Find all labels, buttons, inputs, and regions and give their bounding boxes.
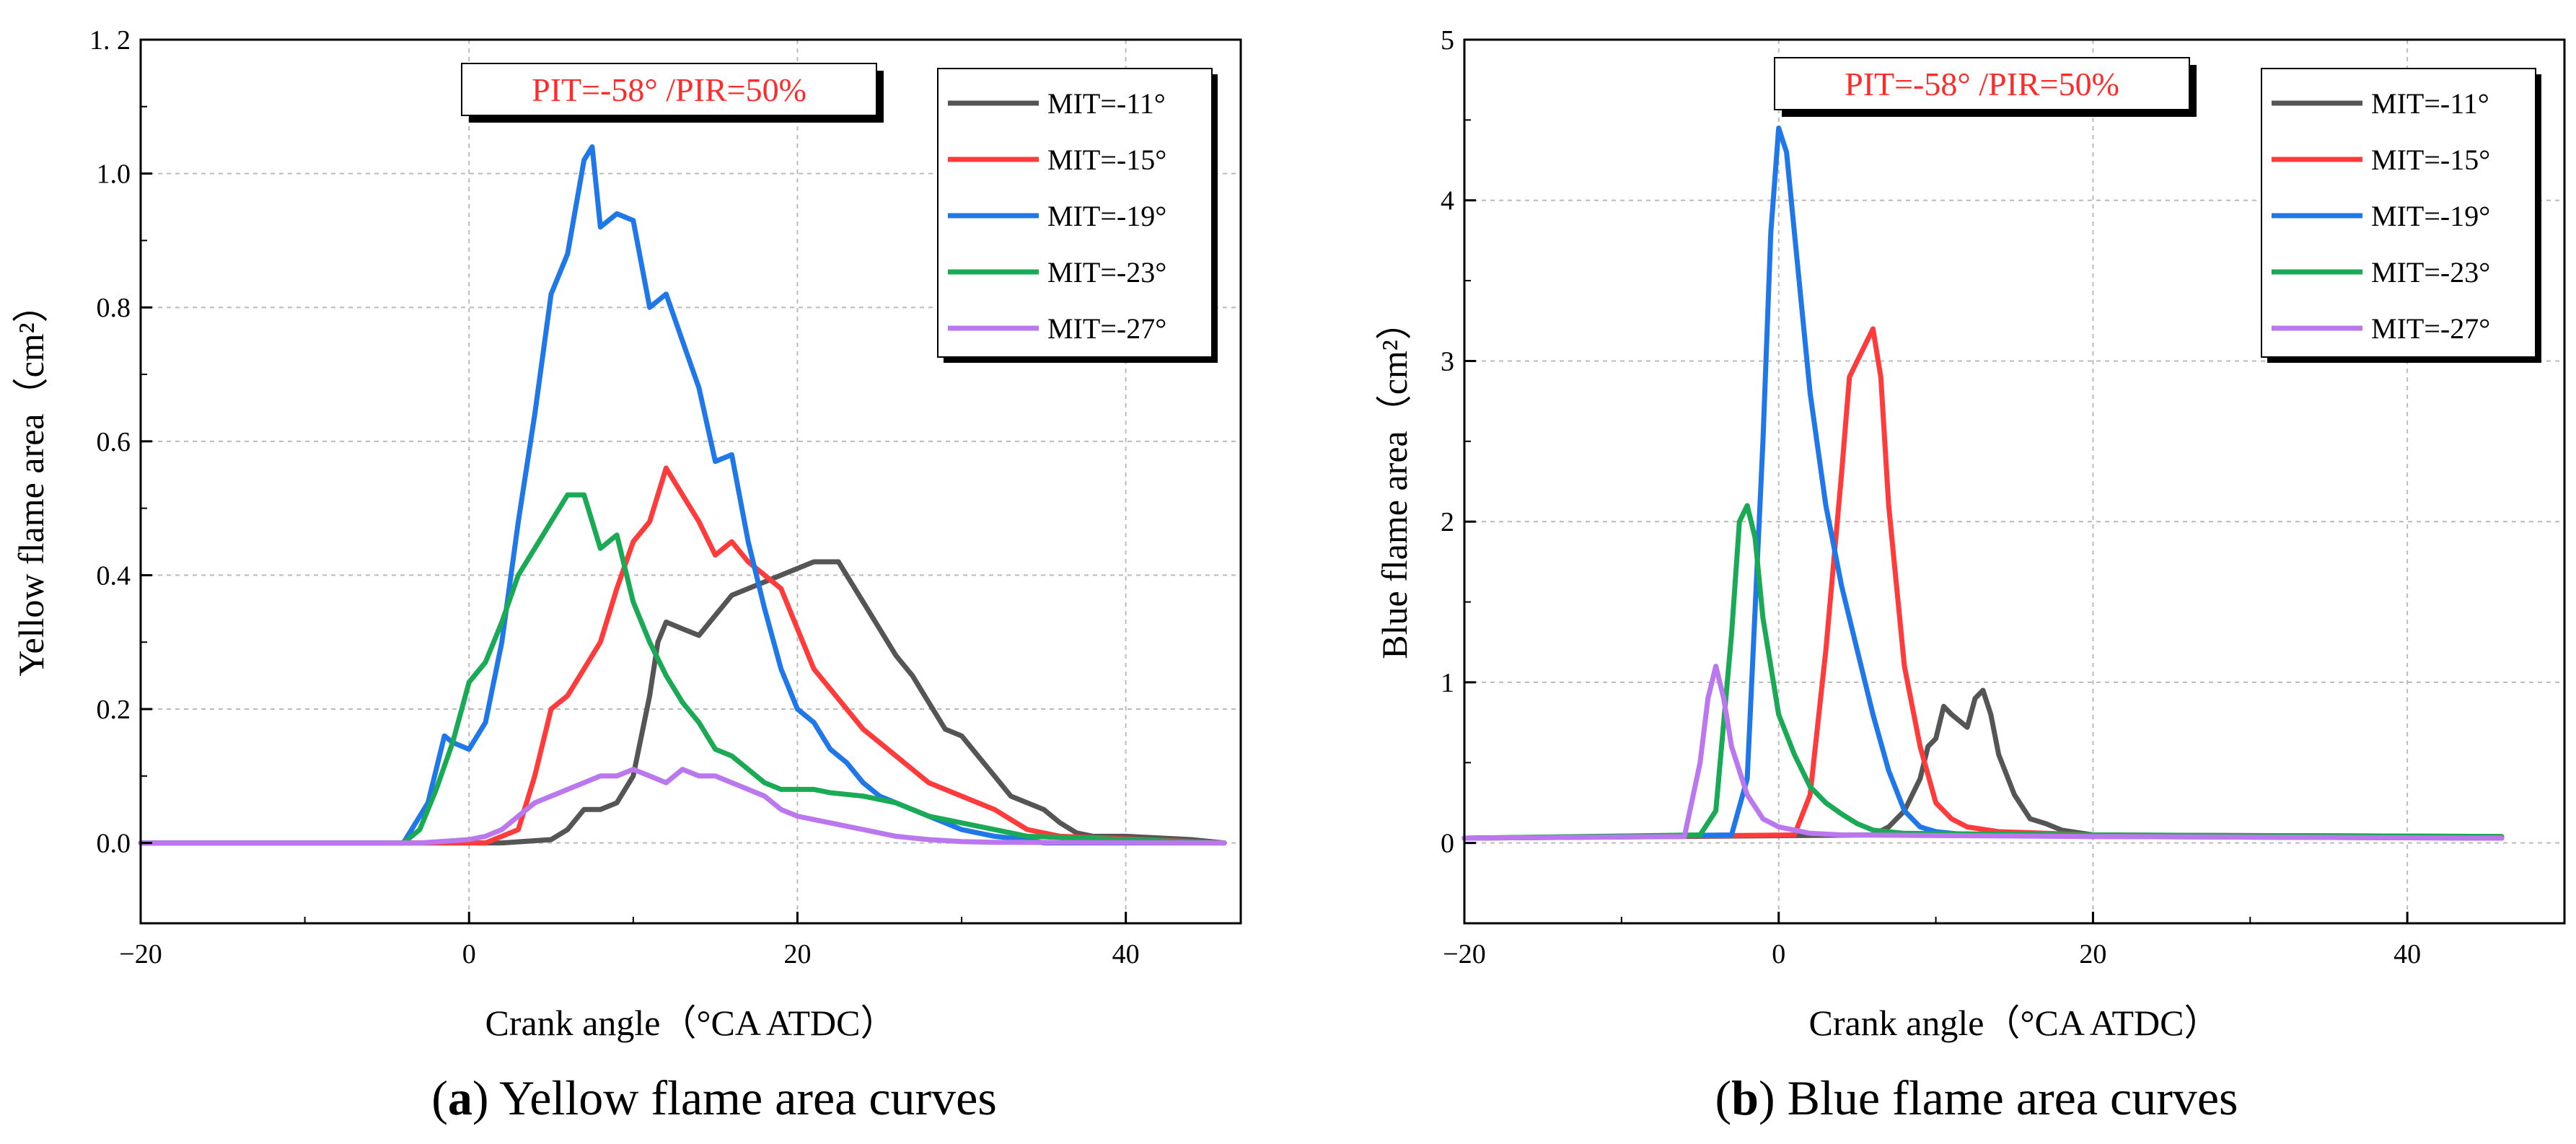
y-tick-label: 0.6: [97, 427, 131, 457]
y-tick-label: 1. 2: [89, 25, 131, 56]
y-tick-label: 0.4: [97, 560, 131, 591]
y-axis-label: Yellow flame area（cm²）: [11, 286, 51, 676]
x-tick-label: 40: [2393, 939, 2421, 969]
plot-frame: [139, 38, 1242, 925]
annotation-box: [1774, 57, 2190, 110]
legend-entry: MIT=-19°: [1047, 200, 1166, 232]
series-line-1: [138, 559, 1227, 846]
panel-caption: (a) Yellow flame area curves: [431, 1070, 997, 1125]
y-tick-label: 3: [1441, 346, 1454, 377]
legend-entry: MIT=-11°: [1047, 87, 1166, 120]
x-tick-label: −20: [119, 939, 162, 969]
legend-entry: MIT=-27°: [2371, 312, 2490, 345]
y-tick-label: 0.0: [97, 829, 131, 859]
panel-letter: a: [448, 1070, 472, 1125]
series-line-4: [138, 492, 1227, 846]
y-tick-label: 0.2: [97, 695, 131, 725]
annotation-text: PIT=-58° /PIR=50%: [1845, 66, 2119, 102]
series-line-5: [138, 767, 1227, 846]
legend-box: [2261, 68, 2536, 358]
series-line-4: [1461, 503, 2505, 841]
series-line-1: [1461, 687, 2505, 841]
chart-panel-a: −20 0 20 40 0.0 0.2 0.4 0.6 0.8 1.0 1. 2 Crank angl…: [11, 25, 1242, 1125]
y-tick-label: 0.8: [97, 293, 131, 323]
panel-caption: (b) Blue flame area curves: [1715, 1070, 2238, 1125]
x-axis-label: Crank angle（°CA ATDC）: [1809, 1003, 2220, 1043]
x-tick-label: 20: [783, 939, 811, 969]
x-tick-label: 0: [462, 939, 476, 969]
y-tick-label: 0: [1441, 829, 1454, 859]
legend-entry: MIT=-15°: [2371, 144, 2490, 176]
y-tick-label: 1: [1441, 668, 1454, 698]
x-tick-label: 0: [1772, 939, 1785, 969]
x-tick-label: −20: [1443, 939, 1485, 969]
legend-entry: MIT=-11°: [2371, 87, 2489, 120]
legend-box: [937, 68, 1213, 358]
legend-entry: MIT=-27°: [1047, 312, 1166, 345]
series-line-2: [1461, 326, 2505, 841]
x-tick-label: 20: [2079, 939, 2106, 969]
x-axis-label: Crank angle（°CA ATDC）: [485, 1003, 897, 1043]
panel-letter: b: [1731, 1070, 1759, 1125]
legend-entry: MIT=-19°: [2371, 200, 2490, 232]
legend-entry: MIT=-15°: [1047, 144, 1166, 176]
series-line-2: [138, 465, 1227, 846]
plot-frame: [1463, 38, 2566, 925]
y-tick-label: 2: [1441, 507, 1454, 537]
legend-entry: MIT=-23°: [2371, 256, 2490, 289]
y-tick-label: 4: [1441, 186, 1454, 216]
y-axis-label: Blue flame area（cm²）: [1374, 304, 1415, 659]
series-line-3: [1461, 126, 2505, 841]
legend-entry: MIT=-23°: [1047, 256, 1166, 289]
legend: MIT=-11° MIT=-15° MIT=-19° MIT=-23° MIT=-27°: [937, 68, 1218, 363]
legend: MIT=-11° MIT=-15° MIT=-19° MIT=-23° MIT=-27°: [2261, 68, 2541, 363]
y-tick-label: 5: [1441, 25, 1454, 56]
x-tick-label: 40: [1112, 939, 1140, 969]
chart-panel-b: −20 0 20 40 0 1 2 3 4 5 Crank angle（°CA ATDC） Blue …: [1374, 25, 2566, 1125]
annotation-text: PIT=-58° /PIR=50%: [532, 71, 806, 108]
y-tick-label: 1.0: [97, 159, 131, 190]
annotation-box: [461, 63, 877, 116]
series-line-5: [1461, 664, 2505, 841]
